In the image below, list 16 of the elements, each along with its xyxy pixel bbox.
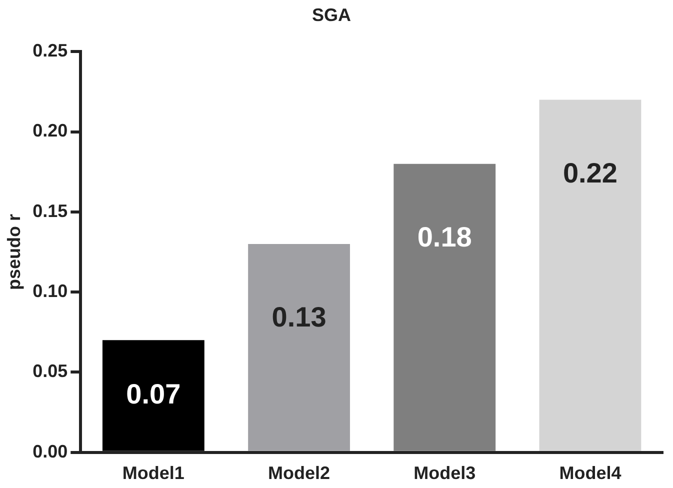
x-tick-label: Model1 [122, 463, 184, 484]
x-tick-label: Model2 [268, 463, 330, 484]
y-tick-label: 0.10 [32, 281, 68, 302]
y-tick-label: 0.20 [32, 120, 68, 141]
x-tick-label: Model4 [559, 463, 622, 484]
x-tick-label: Model3 [414, 463, 476, 484]
chart-title: SGA [312, 4, 352, 25]
data-label: 0.22 [562, 157, 618, 188]
y-tick-label: 0.15 [32, 200, 68, 221]
y-tick-label: 0.05 [32, 361, 68, 382]
data-label: 0.13 [272, 302, 326, 333]
y-tick-label: 0.25 [32, 40, 68, 61]
y-axis-title: pseudo r [4, 214, 24, 290]
data-label: 0.07 [126, 378, 181, 410]
y-tick-label: 0.00 [32, 441, 68, 462]
data-label: 0.18 [417, 222, 472, 253]
